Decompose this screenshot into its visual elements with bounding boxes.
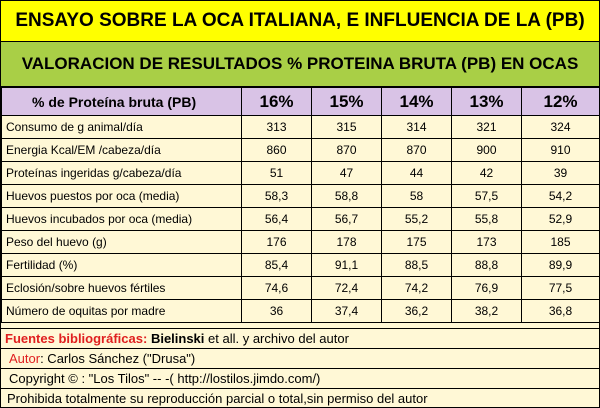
row-label: Energia Kcal/EM /cabeza/día [1, 138, 242, 162]
row-label: Fertilidad (%) [1, 253, 242, 277]
cell-value: 910 [521, 138, 600, 162]
row-label: Peso del huevo (g) [1, 230, 242, 254]
page-subtitle: VALORACION DE RESULTADOS % PROTEINA BRUT… [1, 42, 599, 87]
column-header: 13% [451, 87, 522, 116]
cell-value: 321 [451, 115, 522, 139]
author-value: : Carlos Sánchez ("Drusa") [40, 351, 196, 366]
column-header: 14% [381, 87, 452, 116]
cell-value: 89,9 [521, 253, 600, 277]
cell-value: 76,9 [451, 276, 522, 300]
sources-label: Fuentes bibliográficas: [5, 331, 148, 346]
cell-value: 55,2 [381, 207, 452, 231]
column-header: 15% [311, 87, 382, 116]
cell-value: 315 [311, 115, 382, 139]
cell-value: 36 [241, 299, 312, 323]
row-label: Número de oquitas por madre [1, 299, 242, 323]
cell-value: 870 [381, 138, 452, 162]
cell-value: 58,3 [241, 184, 312, 208]
table-header-row: % de Proteína bruta (PB) 16% 15% 14% 13%… [1, 87, 600, 116]
table-row: Proteínas ingeridas g/cabeza/día 51 47 44 42… [1, 161, 600, 185]
cell-value: 91,1 [311, 253, 382, 277]
header-label: % de Proteína bruta (PB) [1, 87, 242, 116]
column-header: 12% [521, 87, 600, 116]
cell-value: 173 [451, 230, 522, 254]
cell-value: 85,4 [241, 253, 312, 277]
results-table: % de Proteína bruta (PB) 16% 15% 14% 13%… [1, 87, 600, 323]
cell-value: 74,6 [241, 276, 312, 300]
cell-value: 88,5 [381, 253, 452, 277]
row-label: Huevos puestos por oca (media) [1, 184, 242, 208]
page-title: ENSAYO SOBRE LA OCA ITALIANA, E INFLUENC… [1, 1, 599, 42]
cell-value: 36,8 [521, 299, 600, 323]
table-row: Número de oquitas por madre 36 37,4 36,2 38,… [1, 299, 600, 323]
cell-value: 58 [381, 184, 452, 208]
cell-value: 314 [381, 115, 452, 139]
row-label: Proteínas ingeridas g/cabeza/día [1, 161, 242, 185]
cell-value: 42 [451, 161, 522, 185]
cell-value: 74,2 [381, 276, 452, 300]
table-row: Energia Kcal/EM /cabeza/día 860 870 870 900 9… [1, 138, 600, 162]
table-row: Eclosión/sobre huevos fértiles 74,6 72,4 74… [1, 276, 600, 300]
cell-value: 52,9 [521, 207, 600, 231]
cell-value: 72,4 [311, 276, 382, 300]
sources-line: Fuentes bibliográficas: Bielinski et all… [1, 328, 599, 348]
cell-value: 88,8 [451, 253, 522, 277]
cell-value: 178 [311, 230, 382, 254]
cell-value: 44 [381, 161, 452, 185]
row-label: Eclosión/sobre huevos fértiles [1, 276, 242, 300]
row-label: Huevos incubados por oca (media) [1, 207, 242, 231]
cell-value: 38,2 [451, 299, 522, 323]
table-row: Huevos puestos por oca (media) 58,3 58,8 58… [1, 184, 600, 208]
cell-value: 176 [241, 230, 312, 254]
cell-value: 58,8 [311, 184, 382, 208]
rights-line: Prohibida totalmente su reproducción par… [1, 388, 599, 407]
cell-value: 54,2 [521, 184, 600, 208]
cell-value: 36,2 [381, 299, 452, 323]
cell-value: 51 [241, 161, 312, 185]
cell-value: 47 [311, 161, 382, 185]
cell-value: 56,7 [311, 207, 382, 231]
column-header: 16% [241, 87, 312, 116]
cell-value: 39 [521, 161, 600, 185]
cell-value: 56,4 [241, 207, 312, 231]
author-line: Autor: Carlos Sánchez ("Drusa") [1, 348, 599, 368]
cell-value: 860 [241, 138, 312, 162]
row-label: Consumo de g animal/día [1, 115, 242, 139]
cell-value: 324 [521, 115, 600, 139]
table-row: Peso del huevo (g) 176 178 175 173 185 [1, 230, 600, 254]
cell-value: 175 [381, 230, 452, 254]
cell-value: 900 [451, 138, 522, 162]
sources-author: Bielinski [150, 331, 205, 346]
cell-value: 37,4 [311, 299, 382, 323]
cell-value: 55,8 [451, 207, 522, 231]
table-row: Fertilidad (%) 85,4 91,1 88,5 88,8 89,9 [1, 253, 600, 277]
cell-value: 57,5 [451, 184, 522, 208]
copyright-line: Copyright © : "Los Tilos" -- -( http://l… [1, 368, 599, 388]
sources-rest: et all. y archivo del autor [204, 331, 349, 346]
table-row: Huevos incubados por oca (media) 56,4 56,7… [1, 207, 600, 231]
table-body: Consumo de g animal/día 313 315 314 321 324 En… [1, 115, 600, 323]
cell-value: 313 [241, 115, 312, 139]
table-row: Consumo de g animal/día 313 315 314 321 324 [1, 115, 600, 139]
cell-value: 870 [311, 138, 382, 162]
author-label: Autor [9, 351, 41, 366]
cell-value: 185 [521, 230, 600, 254]
cell-value: 77,5 [521, 276, 600, 300]
